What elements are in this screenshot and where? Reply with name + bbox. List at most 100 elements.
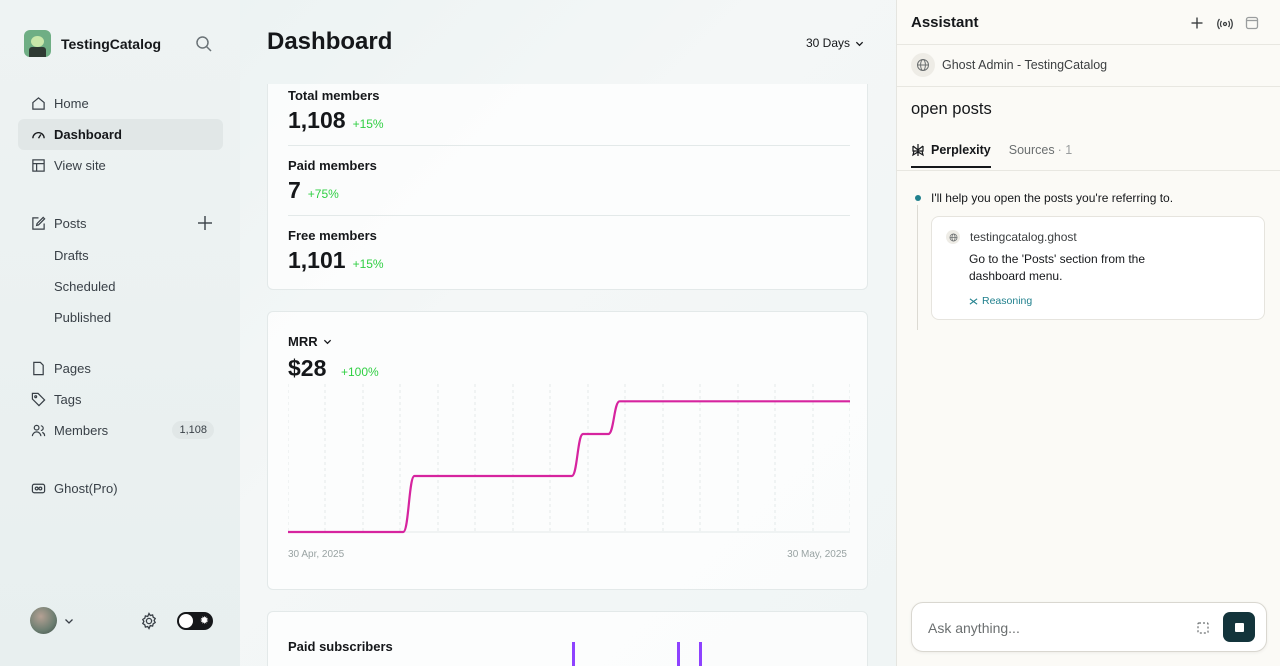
paid-subscribers-bar [677,642,681,666]
page-icon [30,361,46,377]
broadcast-icon[interactable] [1217,15,1233,31]
window-icon[interactable] [1244,15,1260,31]
search-icon[interactable] [195,35,213,53]
chevron-down-icon [323,339,331,345]
mrr-delta: +100% [341,365,379,379]
screenshot-select-icon[interactable] [1195,620,1211,636]
mrr-card: MRR $28 +100% 30 Apr, 2025 30 May, 2025 [267,311,868,590]
sidebar-item-label: Dashboard [54,127,122,142]
metric-value: 1,108 [288,107,346,133]
tab-label: Sources [1008,143,1055,157]
theme-toggle[interactable]: ✹ [177,612,213,630]
sidebar-item-label: Tags [54,392,82,407]
sidebar-item-pages[interactable]: Pages [18,353,223,384]
brand-logo-icon [24,30,51,57]
tag-icon [30,392,46,408]
paid-subscribers-bar [699,642,703,666]
sidebar-item-published[interactable]: Published [18,302,223,333]
mrr-line-chart[interactable] [288,372,850,542]
sidebar-item-dashboard[interactable]: Dashboard [18,119,223,150]
mrr-select[interactable]: MRR [288,334,332,349]
mrr-series-line [288,400,850,534]
divider [897,170,1280,171]
divider [897,44,1280,45]
metric-value: 1,101 [288,247,346,273]
sidebar-item-ghost-pro[interactable]: Ghost(Pro) [18,473,223,504]
main-content: Dashboard 30 Days Total members 1,108 +1… [240,0,896,666]
dashboard-icon [30,127,46,143]
sidebar-item-label: Pages [54,361,91,376]
answer-tabs: Perplexity Sources · 1 [911,138,1090,168]
divider [897,86,1280,87]
sidebar-item-scheduled[interactable]: Scheduled [18,271,223,302]
chevron-down-icon[interactable] [64,616,74,626]
reasoning-label: Reasoning [982,295,1033,307]
tab-sources[interactable]: Sources · 1 [1009,138,1072,162]
sidebar-item-label: Home [54,96,89,111]
sidebar-item-label: Scheduled [54,279,116,294]
assistant-title: Assistant [911,14,979,31]
new-thread-icon[interactable] [1189,15,1205,31]
paid-subscribers-label: Paid subscribers [288,639,393,654]
sidebar-item-label: Posts [54,216,87,231]
sidebar-footer: ✹ [30,607,215,635]
paid-subscribers-card: Paid subscribers [267,611,868,666]
metric-paid-members[interactable]: Paid members 7 +75% [288,158,850,204]
members-count-badge: 1,108 [172,421,214,439]
home-icon [30,96,46,112]
metric-label: Paid members [288,158,377,173]
metric-label: Free members [288,228,377,243]
members-icon [30,423,46,439]
gear-icon[interactable] [140,612,158,630]
globe-icon [946,230,960,244]
avatar[interactable] [30,607,57,634]
divider [288,215,850,216]
sun-icon: ✹ [199,615,209,627]
globe-icon [911,53,935,77]
metric-total-members[interactable]: Total members 1,108 +15% [288,88,850,134]
brand[interactable]: TestingCatalog [24,30,161,57]
reasoning-toggle[interactable]: Reasoning [969,295,1032,307]
layout-icon [30,158,46,174]
divider [288,145,850,146]
ask-input-box [911,602,1267,652]
tab-count: · 1 [1057,143,1073,157]
stop-icon [1234,622,1244,632]
sidebar-item-drafts[interactable]: Drafts [18,240,223,271]
brand-name: TestingCatalog [61,35,162,52]
metric-free-members[interactable]: Free members 1,101 +15% [288,228,850,274]
metric-label: Total members [288,88,380,103]
mrr-value: $28 [288,355,327,381]
context-source[interactable]: Ghost Admin - TestingCatalog [911,53,1107,77]
sidebar-item-view-site[interactable]: View site [18,150,223,181]
metric-delta: +15% [352,257,384,271]
sidebar-item-label: Published [54,310,112,325]
tab-perplexity[interactable]: Perplexity [911,138,991,168]
sidebar-item-posts[interactable]: Posts [18,208,223,239]
add-post-icon[interactable] [197,215,213,231]
assistant-panel: Assistant Ghost Admin - TestingCatalog o… [896,0,1280,666]
result-card[interactable]: testingcatalog.ghost Go to the 'Posts' s… [931,216,1265,320]
result-text: Go to the 'Posts' section from the dashb… [969,252,1145,283]
sidebar-item-tags[interactable]: Tags [18,384,223,415]
chevron-down-icon [855,41,864,46]
ghost-pro-icon [30,481,46,497]
x-tick-end: 30 May, 2025 [787,549,847,560]
date-range-select[interactable]: 30 Days [806,36,864,50]
metric-delta: +75% [307,187,339,201]
sidebar: TestingCatalog Home Dashboard View site … [0,0,240,666]
step-text: I'll help you open the posts you're refe… [931,191,1174,205]
ask-input[interactable] [928,617,1178,639]
sidebar-item-home[interactable]: Home [18,88,223,119]
perplexity-icon [912,144,924,157]
step-indicator [915,195,921,201]
date-range-label: 30 Days [806,36,851,50]
mrr-label: MRR [288,334,318,349]
tab-label: Perplexity [931,143,991,157]
sidebar-item-members[interactable]: Members 1,108 [18,415,223,446]
sidebar-item-label: Members [54,423,109,438]
sidebar-item-label: View site [54,158,106,173]
page-title: Dashboard [267,28,393,55]
context-source-label: Ghost Admin - TestingCatalog [942,58,1108,72]
stop-button[interactable] [1223,612,1255,642]
